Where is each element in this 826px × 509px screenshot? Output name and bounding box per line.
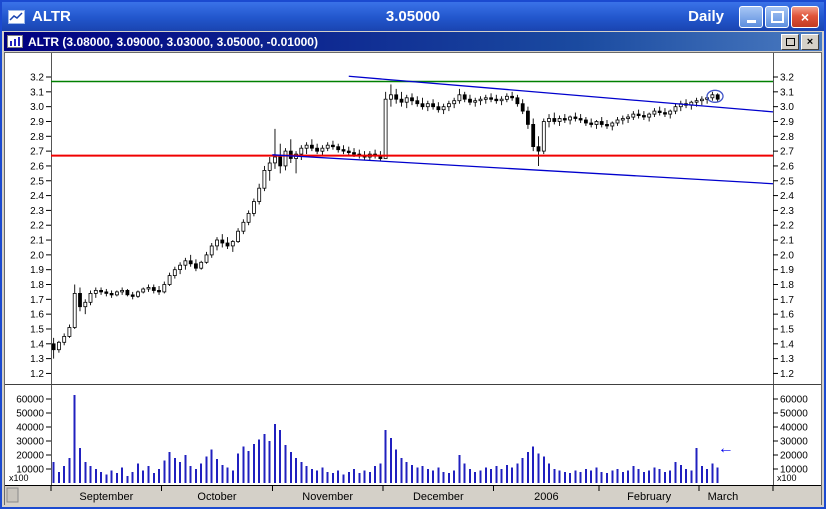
titlebar-symbol: ALTR	[32, 8, 71, 25]
volume-chart[interactable]: 60000 60000 50000 50000 40000 40000 30000 30000…	[5, 385, 821, 485]
svg-text:1.4: 1.4	[30, 339, 44, 350]
chart-icon	[7, 35, 23, 48]
svg-text:1.9: 1.9	[30, 265, 44, 276]
svg-text:3.0: 3.0	[30, 102, 44, 113]
svg-text:3.1: 3.1	[30, 87, 44, 98]
minimize-icon	[746, 20, 756, 23]
maximize-icon	[770, 11, 784, 23]
window-controls: ×	[739, 6, 819, 28]
chart-area: 3.2 3.2 3.1 3.1 3.0 3.0 2.9 2.9 2.8 2.8 2.7 2.7 2.6 2…	[4, 52, 822, 505]
svg-text:2.7: 2.7	[30, 147, 44, 158]
svg-text:1.7: 1.7	[780, 295, 794, 306]
svg-text:30000: 30000	[780, 437, 808, 448]
svg-text:1.3: 1.3	[780, 354, 794, 365]
svg-text:3.1: 3.1	[780, 87, 794, 98]
upper-downtrend-line	[348, 75, 774, 113]
svg-text:30000: 30000	[16, 437, 44, 448]
svg-text:2.3: 2.3	[780, 206, 794, 217]
titlebar-last-price: 3.05000	[385, 8, 441, 25]
svg-text:40000: 40000	[16, 423, 44, 434]
svg-text:40000: 40000	[780, 423, 808, 434]
app-icon	[8, 9, 26, 25]
close-button[interactable]: ×	[791, 6, 819, 28]
svg-text:2.2: 2.2	[30, 221, 44, 232]
svg-text:2.2: 2.2	[780, 221, 794, 232]
svg-text:1.7: 1.7	[30, 295, 44, 306]
svg-text:November: November	[302, 491, 353, 503]
svg-text:2006: 2006	[534, 491, 558, 503]
titlebar[interactable]: ALTR 3.05000 Daily ×	[2, 2, 824, 31]
svg-text:2.8: 2.8	[780, 132, 794, 143]
chart-window-titlebar[interactable]: ALTR (3.08000, 3.09000, 3.03000, 3.05000…	[4, 32, 822, 51]
axis-corner-stub	[6, 487, 19, 503]
svg-text:1.6: 1.6	[30, 310, 44, 321]
svg-text:2.4: 2.4	[30, 191, 44, 202]
svg-text:20000: 20000	[780, 451, 808, 462]
svg-text:10000: 10000	[16, 465, 44, 476]
chart-window-controls: ×	[781, 33, 819, 50]
svg-text:2.9: 2.9	[780, 117, 794, 128]
candles	[51, 84, 720, 359]
volume-arrow-annotation: ←	[718, 440, 734, 457]
volume-bars	[52, 394, 719, 483]
svg-text:1.8: 1.8	[780, 280, 794, 291]
svg-text:1.8: 1.8	[30, 280, 44, 291]
lower-downtrend-line	[272, 154, 774, 185]
date-axis: September October November December 2006 Febr…	[5, 485, 821, 505]
maximize-button[interactable]	[765, 6, 789, 28]
svg-text:1.3: 1.3	[30, 354, 44, 365]
svg-text:x100: x100	[777, 473, 797, 483]
svg-text:2.0: 2.0	[780, 250, 794, 261]
svg-text:1.2: 1.2	[780, 369, 794, 380]
svg-text:2.5: 2.5	[780, 176, 794, 187]
svg-text:1.2: 1.2	[30, 369, 44, 380]
svg-text:2.1: 2.1	[30, 236, 44, 247]
chart-window-title: ALTR (3.08000, 3.09000, 3.03000, 3.05000…	[28, 34, 318, 49]
svg-text:September: September	[79, 491, 133, 503]
svg-text:2.0: 2.0	[30, 250, 44, 261]
svg-text:50000: 50000	[780, 409, 808, 420]
svg-text:2.6: 2.6	[30, 161, 44, 172]
svg-text:2.5: 2.5	[30, 176, 44, 187]
svg-text:60000: 60000	[16, 395, 44, 406]
svg-text:December: December	[413, 491, 464, 503]
svg-text:2.7: 2.7	[780, 147, 794, 158]
minimize-button[interactable]	[739, 6, 763, 28]
svg-text:1.5: 1.5	[30, 324, 44, 335]
svg-text:3.2: 3.2	[30, 73, 44, 84]
svg-text:60000: 60000	[780, 395, 808, 406]
svg-text:2.6: 2.6	[780, 161, 794, 172]
svg-text:3.2: 3.2	[780, 73, 794, 84]
svg-text:1.6: 1.6	[780, 310, 794, 321]
svg-text:50000: 50000	[16, 409, 44, 420]
svg-text:10000: 10000	[780, 465, 808, 476]
restore-icon	[785, 37, 795, 46]
svg-text:2.9: 2.9	[30, 117, 44, 128]
svg-text:October: October	[197, 491, 236, 503]
svg-text:2.1: 2.1	[780, 236, 794, 247]
svg-text:1.5: 1.5	[780, 324, 794, 335]
svg-text:1.9: 1.9	[780, 265, 794, 276]
svg-text:20000: 20000	[16, 451, 44, 462]
svg-text:2.4: 2.4	[780, 191, 794, 202]
svg-text:2.8: 2.8	[30, 132, 44, 143]
svg-text:x100: x100	[9, 473, 29, 483]
price-ellipse-annotation	[706, 89, 724, 103]
svg-text:1.4: 1.4	[780, 339, 794, 350]
price-chart[interactable]: 3.2 3.2 3.1 3.1 3.0 3.0 2.9 2.9 2.8 2.8 2.7 2.7 2.6 2…	[5, 53, 821, 385]
svg-text:2.3: 2.3	[30, 206, 44, 217]
svg-text:February: February	[627, 491, 672, 503]
chart-restore-button[interactable]	[781, 33, 799, 50]
svg-text:March: March	[708, 491, 739, 503]
chart-close-button[interactable]: ×	[801, 33, 819, 50]
titlebar-periodicity: Daily	[688, 8, 724, 25]
svg-text:3.0: 3.0	[780, 102, 794, 113]
